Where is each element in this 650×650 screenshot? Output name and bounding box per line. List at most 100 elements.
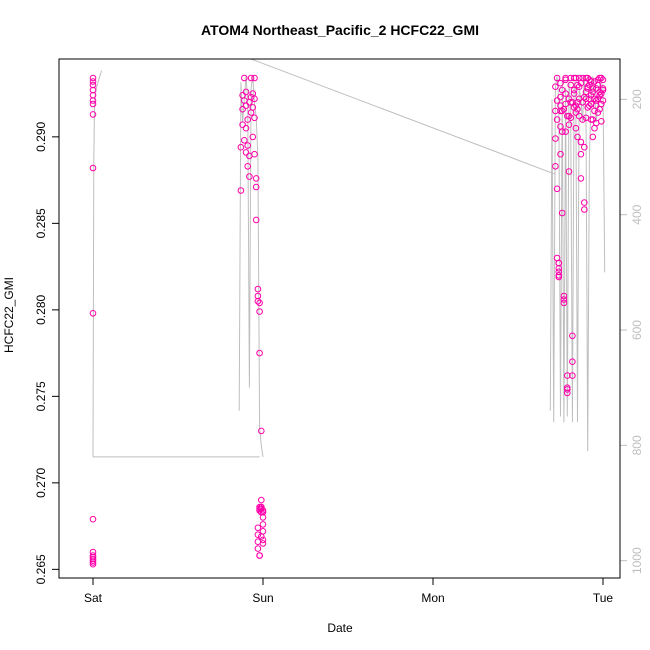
data-point bbox=[599, 86, 607, 94]
data-point bbox=[256, 349, 263, 357]
x-tick-label: Mon bbox=[421, 591, 444, 605]
data-point bbox=[589, 85, 597, 92]
data-point bbox=[570, 86, 578, 94]
x-axis-label: Date bbox=[327, 621, 353, 635]
data-point bbox=[557, 150, 564, 158]
data-point bbox=[557, 107, 564, 115]
y2-tick-label: 800 bbox=[630, 435, 644, 455]
data-point bbox=[577, 175, 585, 182]
data-point bbox=[244, 116, 251, 123]
data-point bbox=[557, 93, 564, 101]
data-point bbox=[586, 81, 593, 89]
data-point bbox=[251, 74, 258, 82]
data-point bbox=[256, 552, 263, 559]
data-point bbox=[560, 105, 568, 113]
data-point bbox=[242, 102, 250, 109]
data-point bbox=[584, 74, 592, 82]
data-point bbox=[589, 116, 597, 123]
data-point bbox=[574, 81, 581, 89]
y-tick-label: 0.265 bbox=[34, 554, 48, 584]
data-point bbox=[569, 99, 576, 106]
data-point bbox=[558, 86, 566, 94]
data-point bbox=[570, 90, 578, 97]
data-point bbox=[239, 121, 246, 128]
data-point bbox=[259, 521, 267, 528]
data-point bbox=[244, 142, 251, 149]
data-point bbox=[249, 104, 257, 111]
data-point bbox=[249, 133, 257, 141]
data-point bbox=[569, 372, 576, 379]
data-point bbox=[564, 389, 571, 397]
data-point bbox=[89, 74, 97, 82]
data-point bbox=[89, 560, 97, 568]
data-point bbox=[89, 310, 97, 317]
data-point bbox=[592, 85, 600, 92]
data-point bbox=[565, 95, 573, 103]
y2-tick-label: 200 bbox=[630, 89, 644, 109]
data-points-layer bbox=[89, 74, 607, 568]
data-point bbox=[254, 545, 262, 552]
data-point bbox=[560, 299, 568, 307]
data-point bbox=[259, 540, 267, 547]
data-point bbox=[246, 173, 253, 180]
data-point bbox=[574, 99, 581, 106]
data-point bbox=[586, 95, 593, 103]
data-point bbox=[258, 503, 265, 511]
data-point bbox=[589, 133, 597, 141]
data-point bbox=[555, 259, 563, 267]
data-point bbox=[569, 332, 576, 340]
data-point bbox=[557, 79, 564, 87]
data-point bbox=[89, 515, 97, 523]
data-point bbox=[252, 183, 260, 191]
data-point bbox=[558, 128, 566, 135]
data-point bbox=[598, 74, 605, 82]
data-point bbox=[242, 124, 250, 132]
data-point bbox=[89, 78, 97, 85]
plot-frame bbox=[58, 58, 621, 579]
data-point bbox=[247, 93, 255, 101]
data-point bbox=[599, 76, 607, 84]
data-point bbox=[89, 111, 97, 118]
pressure-line-segment bbox=[238, 76, 264, 457]
pressure-line-segment bbox=[250, 59, 556, 175]
data-point bbox=[237, 187, 245, 194]
data-point bbox=[586, 102, 593, 109]
data-point bbox=[569, 358, 576, 366]
data-point bbox=[591, 78, 598, 85]
data-point bbox=[592, 97, 600, 104]
data-point bbox=[555, 273, 563, 281]
data-point bbox=[567, 81, 575, 89]
data-point bbox=[594, 76, 602, 84]
y-tick-label: 0.290 bbox=[34, 122, 48, 152]
data-point bbox=[254, 297, 262, 305]
data-point bbox=[552, 163, 559, 170]
y2-tick-label: 1000 bbox=[630, 547, 644, 574]
data-point bbox=[575, 112, 583, 120]
data-point bbox=[259, 528, 267, 535]
data-point bbox=[258, 496, 265, 504]
data-point bbox=[598, 118, 605, 125]
y2-tick-label: 400 bbox=[630, 204, 644, 224]
data-point bbox=[241, 74, 248, 82]
data-point bbox=[575, 83, 583, 90]
data-point bbox=[252, 216, 260, 224]
data-point bbox=[574, 105, 581, 113]
data-point bbox=[247, 74, 255, 82]
data-point bbox=[560, 296, 568, 303]
data-point bbox=[239, 105, 246, 113]
data-point bbox=[89, 100, 97, 108]
data-point bbox=[587, 92, 595, 99]
data-point bbox=[572, 74, 580, 82]
data-point bbox=[259, 536, 267, 544]
data-point bbox=[242, 149, 250, 156]
data-point bbox=[587, 78, 595, 85]
data-point bbox=[553, 185, 561, 193]
data-point bbox=[589, 88, 597, 96]
data-point bbox=[564, 112, 571, 120]
data-point bbox=[254, 531, 262, 539]
data-point bbox=[596, 92, 603, 99]
data-point bbox=[577, 79, 585, 87]
y-tick-label: 0.275 bbox=[34, 381, 48, 411]
data-point bbox=[572, 124, 580, 132]
